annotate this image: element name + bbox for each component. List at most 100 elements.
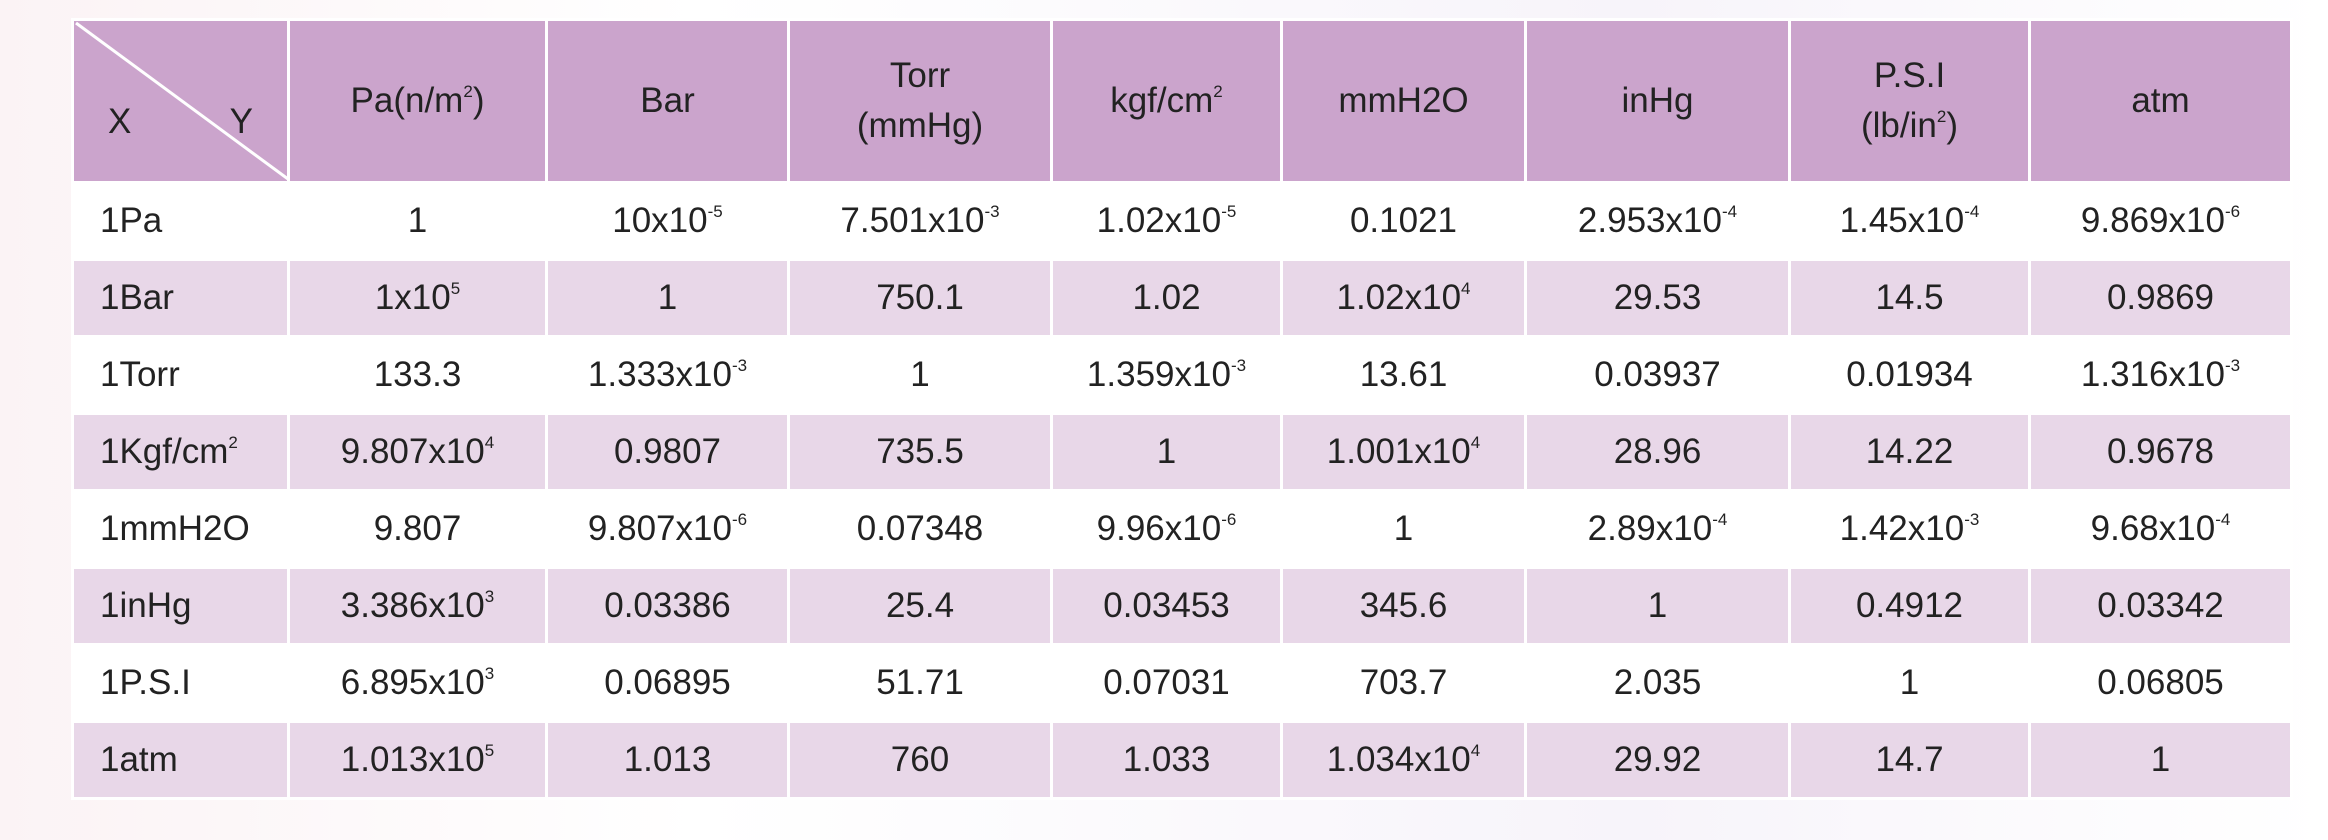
row-label: 1Pa [71, 181, 290, 261]
superscript: -3 [2224, 356, 2241, 375]
corner-cell: X Y [71, 18, 290, 184]
superscript: 4 [1461, 279, 1471, 298]
text: 3.386x10 [340, 586, 485, 625]
text: 13.61 [1359, 355, 1448, 394]
superscript: 2 [463, 82, 473, 101]
cell: 28.96 [1524, 412, 1791, 492]
column-header: mmH2O [1280, 18, 1527, 184]
text: 2.953x10 [1577, 201, 1722, 240]
cell: 0.03342 [2028, 566, 2293, 646]
text: 1.316x10 [2080, 355, 2225, 394]
text: 703.7 [1359, 663, 1448, 702]
text: 7.501x10 [840, 201, 985, 240]
cell: 1 [1050, 412, 1283, 492]
superscript: 5 [450, 279, 461, 298]
text: 735.5 [876, 432, 964, 471]
superscript: 4 [1470, 433, 1481, 452]
text: 25.4 [885, 586, 955, 625]
text: (mmHg) [856, 106, 984, 145]
corner-y: Y [229, 102, 253, 141]
text: 1Bar [100, 278, 174, 317]
cell: 1.02x104 [1280, 258, 1527, 338]
text: P.S.I [1873, 56, 1946, 95]
cell: 1 [545, 258, 790, 338]
text: 1.013x10 [340, 740, 485, 779]
cell: 0.9678 [2028, 412, 2293, 492]
text: 1 [2150, 740, 2171, 779]
cell: 133.3 [287, 335, 548, 415]
cell: 0.07031 [1050, 643, 1283, 723]
header-line: Torr [790, 51, 1050, 101]
text: 2.89x10 [1587, 509, 1713, 548]
text: Pa(n/m [350, 81, 464, 120]
text: Bar [640, 81, 695, 120]
row-label: 1atm [71, 720, 290, 800]
row-label: 1Torr [71, 335, 290, 415]
superscript: -6 [1221, 510, 1237, 529]
text: ) [1946, 106, 1958, 145]
cell: 9.807 [287, 489, 548, 569]
cell: 1.333x10-3 [545, 335, 790, 415]
superscript: -6 [2224, 202, 2241, 221]
column-header: Bar [545, 18, 790, 184]
cell: 51.71 [787, 643, 1053, 723]
header-line: inHg [1527, 76, 1788, 126]
text: (lb/in [1861, 106, 1937, 145]
text: 9.869x10 [2080, 201, 2225, 240]
text: 1 [1393, 509, 1414, 548]
superscript: -4 [1964, 202, 1980, 221]
cell: 14.5 [1788, 258, 2031, 338]
table-row: 1Kgf/cm2 9.807x104 0.9807 735.5 1 1.001x104 28… [71, 412, 2293, 492]
text: 1.001x10 [1326, 432, 1471, 471]
cell: 14.22 [1788, 412, 2031, 492]
text: 1.034x10 [1326, 740, 1471, 779]
row-label: 1P.S.I [71, 643, 290, 723]
cell: 750.1 [787, 258, 1053, 338]
text: inHg [1621, 81, 1694, 120]
column-header: atm [2028, 18, 2293, 184]
text: 1atm [100, 740, 178, 779]
cell: 13.61 [1280, 335, 1527, 415]
text: 1 [1647, 586, 1668, 625]
superscript: 5 [484, 741, 495, 760]
table-body: 1Pa 1 10x10-5 7.501x10-3 1.02x10-5 0.1021 2.95… [71, 181, 2293, 800]
cell: 0.1021 [1280, 181, 1527, 261]
header-line: atm [2031, 76, 2290, 126]
cell: 9.96x10-6 [1050, 489, 1283, 569]
cell: 1.02x10-5 [1050, 181, 1283, 261]
text: 1 [1899, 663, 1920, 702]
header-row: X Y Pa(n/m2) Bar Torr (mmHg) kgf/cm2 mmH2O inH… [71, 18, 2293, 184]
text: 0.03386 [604, 586, 731, 625]
superscript: -3 [731, 356, 748, 375]
text: kgf/cm [1110, 81, 1214, 120]
text: 1.02x10 [1096, 201, 1222, 240]
text: 0.07031 [1103, 663, 1230, 702]
cell: 1 [1524, 566, 1791, 646]
cell: 7.501x10-3 [787, 181, 1053, 261]
cell: 0.07348 [787, 489, 1053, 569]
header-line: mmH2O [1283, 76, 1524, 126]
cell: 0.4912 [1788, 566, 2031, 646]
cell: 1.02 [1050, 258, 1283, 338]
superscript: 2 [1213, 82, 1223, 101]
cell: 14.7 [1788, 720, 2031, 800]
text: mmH2O [1338, 81, 1469, 120]
cell: 0.03937 [1524, 335, 1791, 415]
header-line: kgf/cm2 [1053, 76, 1280, 126]
text: 2.035 [1613, 663, 1702, 702]
text: atm [2131, 81, 2190, 120]
text: 750.1 [876, 278, 964, 317]
table-row: 1P.S.I 6.895x103 0.06895 51.71 0.07031 703.7 2… [71, 643, 2293, 723]
cell: 29.53 [1524, 258, 1791, 338]
column-header: Pa(n/m2) [287, 18, 548, 184]
header-line: (mmHg) [790, 101, 1050, 151]
cell: 2.953x10-4 [1524, 181, 1791, 261]
table-container: X Y Pa(n/m2) Bar Torr (mmHg) kgf/cm2 mmH2O inH… [71, 18, 2293, 800]
superscript: 3 [484, 587, 495, 606]
cell: 10x10-5 [545, 181, 790, 261]
cell: 0.03453 [1050, 566, 1283, 646]
column-header: Torr (mmHg) [787, 18, 1053, 184]
text: 0.9807 [613, 432, 722, 471]
text: 29.53 [1613, 278, 1702, 317]
table-row: 1Bar 1x105 1 750.1 1.02 1.02x104 29.53 14.5 0.98… [71, 258, 2293, 338]
